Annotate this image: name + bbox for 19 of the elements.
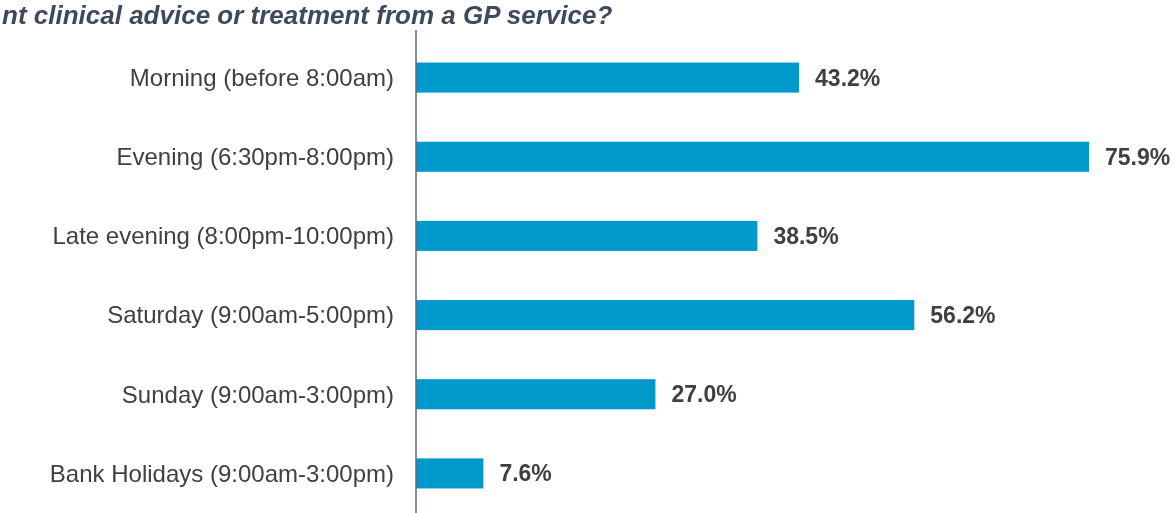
data-label: 43.2% xyxy=(815,64,881,91)
bar xyxy=(416,220,758,251)
y-tick-label: Morning (before 8:00am) xyxy=(129,63,394,91)
y-tick-label: Bank Holidays (9:00am-3:00pm) xyxy=(49,459,394,487)
bar xyxy=(416,62,800,93)
bar xyxy=(416,458,484,489)
data-label: 38.5% xyxy=(773,222,839,249)
data-label: 27.0% xyxy=(671,381,737,408)
data-label: 7.6% xyxy=(499,460,552,487)
bar xyxy=(416,300,915,331)
data-label: 56.2% xyxy=(930,302,996,329)
y-tick-label: Late evening (8:00pm-10:00pm) xyxy=(52,222,394,250)
y-tick-label: Saturday (9:00am-5:00pm) xyxy=(107,301,394,329)
chart-title: nt clinical advice or treatment from a GP service? xyxy=(2,0,613,30)
bar xyxy=(416,379,656,410)
y-tick-label: Evening (6:30pm-8:00pm) xyxy=(116,143,394,171)
data-label: 75.9% xyxy=(1105,143,1171,170)
y-tick-label: Sunday (9:00am-3:00pm) xyxy=(121,380,394,408)
bar xyxy=(416,141,1089,172)
